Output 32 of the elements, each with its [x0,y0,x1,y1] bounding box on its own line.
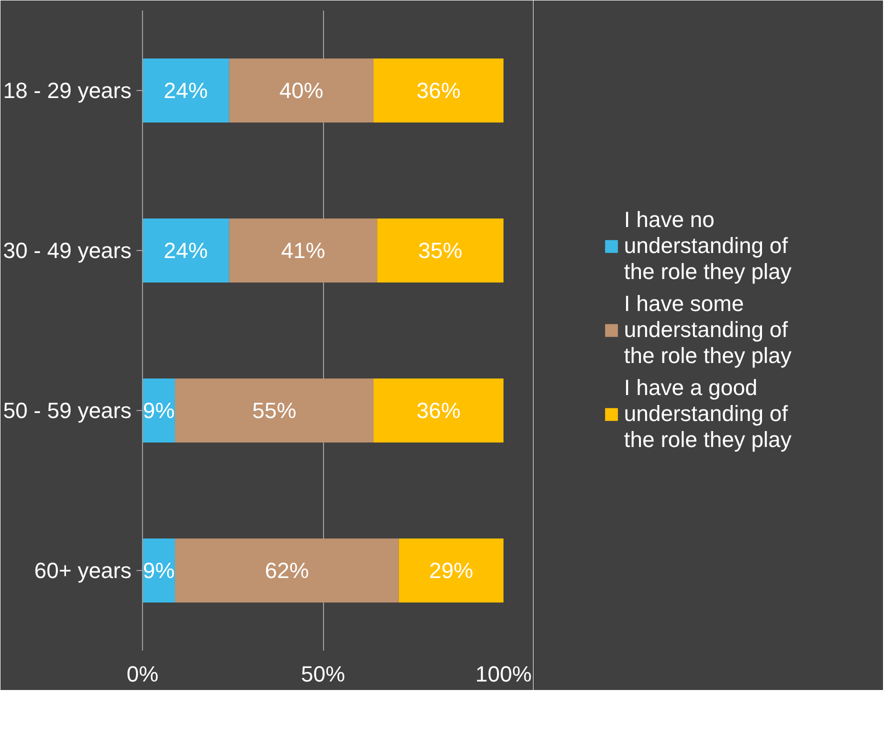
data-label: 29% [429,558,474,583]
x-tick-label: 0% [126,662,158,686]
bar [174,538,399,602]
data-label: 41% [281,238,326,263]
data-label: 24% [164,78,208,103]
bar [374,58,504,122]
bar [142,218,230,282]
y-tick-label: 60+ years [34,558,132,583]
data-label: 62% [264,558,309,583]
data-label: 36% [416,398,461,423]
bar [142,58,230,122]
data-label: 35% [418,238,462,263]
bar [174,378,374,442]
bar [229,218,378,282]
data-label: 55% [252,398,296,423]
data-label: 9% [142,398,175,423]
x-tick-label: 100% [475,662,532,686]
data-label: 36% [416,78,461,103]
bar [398,538,504,602]
y-tick-label: 18 - 29 years [3,78,132,103]
legend-label: I have a good understanding of the role they play [624,375,792,453]
data-label: 24% [164,238,208,263]
y-tick-label: 30 - 49 years [3,238,132,263]
x-tick-label: 50% [300,662,346,686]
data-label: 9% [142,558,175,583]
bar [377,218,504,282]
y-tick-label: 50 - 59 years [3,398,132,423]
bar [374,378,504,442]
legend-label: I have no understanding of the role they play [624,207,792,285]
data-label: 40% [279,78,324,103]
bar [229,58,374,122]
legend-label: I have some understanding of the role they play [624,291,792,369]
